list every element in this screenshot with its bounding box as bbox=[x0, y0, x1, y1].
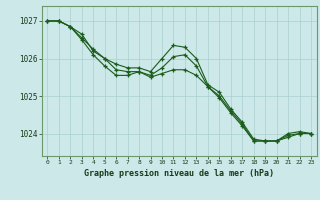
X-axis label: Graphe pression niveau de la mer (hPa): Graphe pression niveau de la mer (hPa) bbox=[84, 169, 274, 178]
